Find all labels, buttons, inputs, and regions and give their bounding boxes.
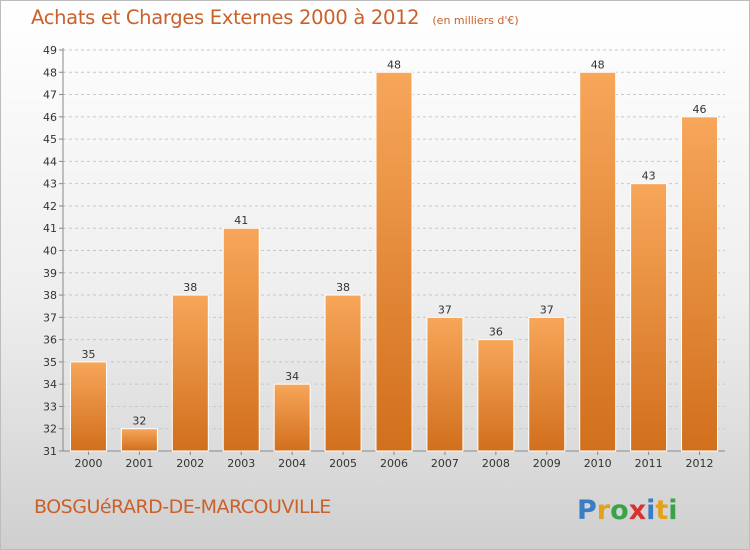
y-tick-label: 43: [43, 178, 57, 191]
bar-value-label-2002: 38: [183, 281, 197, 294]
y-tick-label: 42: [43, 200, 57, 213]
y-tick-label: 35: [43, 356, 57, 369]
commune-name: BOSGUéRARD-DE-MARCOUVILLE: [34, 496, 331, 518]
x-tick-label-2000: 2000: [74, 457, 102, 470]
y-tick-label: 37: [43, 311, 57, 324]
bar-2003: [222, 227, 260, 452]
bar-2012: [681, 116, 719, 452]
bar-value-label-2009: 37: [540, 303, 554, 316]
y-tick-label: 45: [43, 133, 57, 146]
y-tick-label: 47: [43, 89, 57, 102]
chart-title-main: Achats et Charges Externes 2000 à 2012: [31, 6, 420, 29]
labels: 31 32 33 34 35 36 37 38 39 40 41 42 43 44 45 46 47 48 49 35…: [43, 44, 714, 470]
svg-text:Proxiti: Proxiti: [577, 495, 678, 526]
x-tick-label-2009: 2009: [533, 457, 561, 470]
bar-value-label-2005: 38: [336, 281, 350, 294]
y-tick-label: 46: [43, 111, 57, 124]
y-tick-label: 32: [43, 423, 57, 436]
y-tick-label: 36: [43, 334, 57, 347]
y-tick-label: 31: [43, 445, 57, 458]
bar-2008: [477, 339, 515, 452]
bar-2010: [579, 71, 617, 452]
x-tick-label-2008: 2008: [482, 457, 510, 470]
bars: [69, 71, 719, 452]
bar-2001: [120, 428, 158, 452]
y-tick-label: 34: [43, 378, 57, 391]
x-tick-label-2004: 2004: [278, 457, 306, 470]
y-tick-label: 39: [43, 267, 57, 280]
x-tick-label-2003: 2003: [227, 457, 255, 470]
bar-value-label-2000: 35: [81, 348, 95, 361]
chart-title-unit: (en milliers d'€): [432, 14, 519, 27]
bar-value-label-2012: 46: [693, 103, 707, 116]
bar-value-label-2007: 37: [438, 303, 452, 316]
bar-2004: [273, 383, 311, 452]
y-tick-label: 49: [43, 44, 57, 57]
bar-2005: [324, 294, 362, 452]
y-tick-label: 48: [43, 66, 57, 79]
x-tick-label-2005: 2005: [329, 457, 357, 470]
y-tick-label: 44: [43, 155, 57, 168]
x-tick-label-2007: 2007: [431, 457, 459, 470]
bar-value-label-2006: 48: [387, 58, 401, 71]
bar-value-label-2003: 41: [234, 214, 248, 227]
bar-2006: [375, 71, 413, 452]
bar-value-label-2010: 48: [591, 58, 605, 71]
bar-2009: [528, 316, 566, 452]
y-tick-label: 38: [43, 289, 57, 302]
bar-value-label-2001: 32: [132, 415, 146, 428]
bar-2007: [426, 316, 464, 452]
x-tick-label-2001: 2001: [125, 457, 153, 470]
bar-2002: [171, 294, 209, 452]
bar-2000: [69, 361, 107, 452]
x-tick-label-2012: 2012: [686, 457, 714, 470]
bar-2011: [630, 183, 668, 452]
y-tick-label: 41: [43, 222, 57, 235]
y-tick-label: 33: [43, 400, 57, 413]
x-tick-label-2011: 2011: [635, 457, 663, 470]
proxiti-logo: Proxiti: [577, 495, 678, 526]
chart-title: Achats et Charges Externes 2000 à 2012 (…: [31, 6, 519, 29]
bar-value-label-2008: 36: [489, 326, 503, 339]
bar-value-label-2011: 43: [642, 170, 656, 183]
x-tick-label-2002: 2002: [176, 457, 204, 470]
bar-value-label-2004: 34: [285, 370, 299, 383]
x-tick-label-2010: 2010: [584, 457, 612, 470]
x-tick-label-2006: 2006: [380, 457, 408, 470]
y-tick-label: 40: [43, 245, 57, 258]
